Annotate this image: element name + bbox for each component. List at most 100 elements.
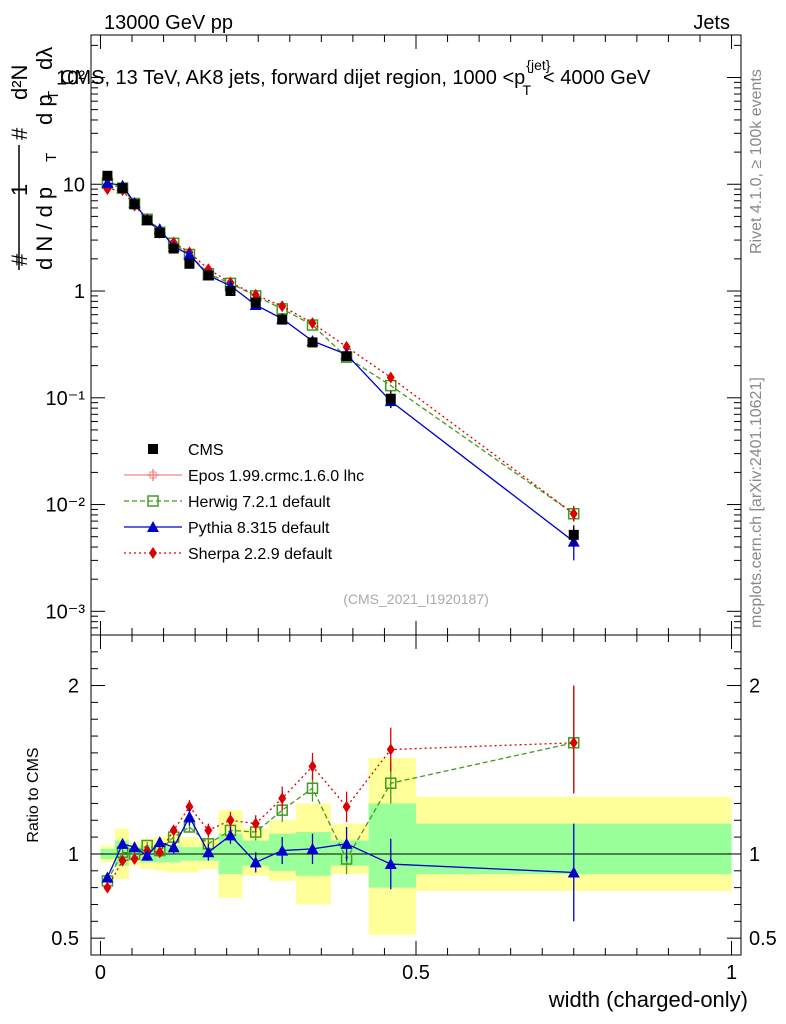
ratio-point-sherpa [185,800,194,813]
legend-entry-pythia: Pythia 8.315 default [124,520,330,537]
ratio-point-pythia [128,841,141,853]
ylabel-hash-2: # [7,127,32,140]
title-suffix: < 4000 GeV [543,67,651,89]
point-cms [203,270,214,281]
ylabel-dpt: d p [32,94,57,125]
series-line-sherpa [107,188,575,515]
point-sherpa [308,317,317,330]
legend-marker-pythia [147,521,159,532]
point-cms [117,183,128,194]
ratio-point-sherpa [169,824,178,837]
ratio-point-herwig [385,777,397,789]
ylabel-d2n: d²N [7,65,32,100]
main-ytick-label: 1 [74,281,85,303]
main-ytick-label: 10⁻³ [46,601,86,623]
ratio-point-sherpa [118,854,127,867]
legend-entry-herwig: Herwig 7.2.1 default [124,494,331,511]
ratio-series-sherpa [103,685,578,894]
point-cms [102,170,113,181]
point-cms [385,393,396,404]
main-ylabel: # 1 d N / d p T # d p T d²N dλ [7,47,62,270]
ratio-xtick-label: 1 [726,962,737,984]
x-axis-label: width (charged-only) [548,987,748,1012]
ratio-point-pythia [167,841,180,853]
point-cms [341,351,352,362]
ratio-point-pythia [306,842,319,854]
main-ytick-label: 10² [56,67,85,89]
ratio-ytick-label: 2 [68,676,79,698]
ratio-xtick-label: 0 [95,962,106,984]
ratio-point-sherpa [130,853,139,865]
ratio-point-pythia [384,858,397,870]
point-cms [142,215,153,226]
point-cms [568,529,579,540]
ratio-ytick-label-right: 0.5 [749,928,777,950]
legend-entry-cms: CMS [148,442,224,459]
ratio-point-pythia [202,846,215,858]
ratio-point-pythia [340,837,353,849]
ratio-point-pythia [141,849,154,861]
ylabel-dn: d N / d p [32,187,57,270]
point-pythia [101,176,114,188]
point-cms [184,258,195,269]
ratio-point-sherpa [278,792,287,805]
point-sherpa [386,371,395,384]
legend-entry-epos: Epos 1.99.crmc.1.6.0 lhc [124,468,364,485]
ratio-point-sherpa [308,760,317,773]
title-prefix: CMS, 13 TeV, AK8 jets, forward dijet reg… [60,67,525,89]
point-pythia [183,248,196,260]
point-sherpa [278,300,287,313]
main-ytick-label: 10⁻² [46,495,86,517]
ratio-point-sherpa [569,736,578,749]
legend-marker-herwig [147,495,159,507]
main-ytick-label: 10⁻¹ [46,388,86,410]
main-ytick-label: 10 [63,174,85,196]
ratio-point-pythia [249,856,262,868]
ylabel-dlambda: dλ [32,47,57,70]
ratio-band-inner [368,803,416,888]
legend-label-epos: Epos 1.99.crmc.1.6.0 lhc [188,468,364,485]
point-cms [154,227,165,238]
title-sup: {jet} [526,57,550,73]
ratio-point-pythia [116,837,129,849]
point-cms [277,314,288,325]
ratio-point-sherpa [386,743,395,756]
ratio-point-pythia [153,836,166,848]
ratio-ytick-label-right: 1 [749,844,760,866]
ratio-xtick-label: 0.5 [402,962,430,984]
analysis-watermark: (CMS_2021_I1920187) [343,591,489,607]
ratio-ylabel: Ratio to CMS [25,747,42,842]
ratio-point-pythia [567,866,580,878]
ratio-point-sherpa [226,814,235,827]
ratio-panel: 0 0.5 1 0.5 0.5 1 1 2 2 [51,634,777,984]
point-sherpa [569,507,578,520]
series-line-herwig [107,182,575,515]
mcplots-label: mcplots.cern.ch [arXiv:2401.10621] [748,377,765,628]
main-panel: 10⁻³ 10⁻² 10⁻¹ 1 10 10² [46,34,742,636]
ratio-point-sherpa [103,881,112,894]
point-cms [168,243,179,254]
series-line-pythia [107,182,575,543]
ratio-ytick-label: 0.5 [51,928,79,950]
header-right: Jets [693,12,730,34]
legend-marker-cms [148,444,158,454]
main-frame [90,34,742,636]
title-sub: T [522,82,531,98]
ratio-point-pythia [276,844,289,856]
ratio-point-sherpa [155,846,164,859]
title-text: CMS, 13 TeV, AK8 jets, forward dijet reg… [60,57,651,98]
ratio-point-pythia [183,810,196,822]
series-pythia [101,176,580,561]
ratio-point-herwig [306,782,319,795]
ratio-ytick-label-right: 2 [749,676,760,698]
header-left: 13000 GeV pp [104,12,233,34]
legend-label-pythia: Pythia 8.315 default [188,520,330,537]
ratio-series-pythia [101,808,580,922]
point-cms [250,297,261,308]
main-title: CMS, 13 TeV, AK8 jets, forward dijet reg… [60,57,651,98]
ratio-point-pythia [224,829,237,841]
ratio-ytick-label: 1 [68,844,79,866]
legend-label-sherpa: Sherpa 2.2.9 default [188,546,333,563]
point-cms [225,286,236,297]
